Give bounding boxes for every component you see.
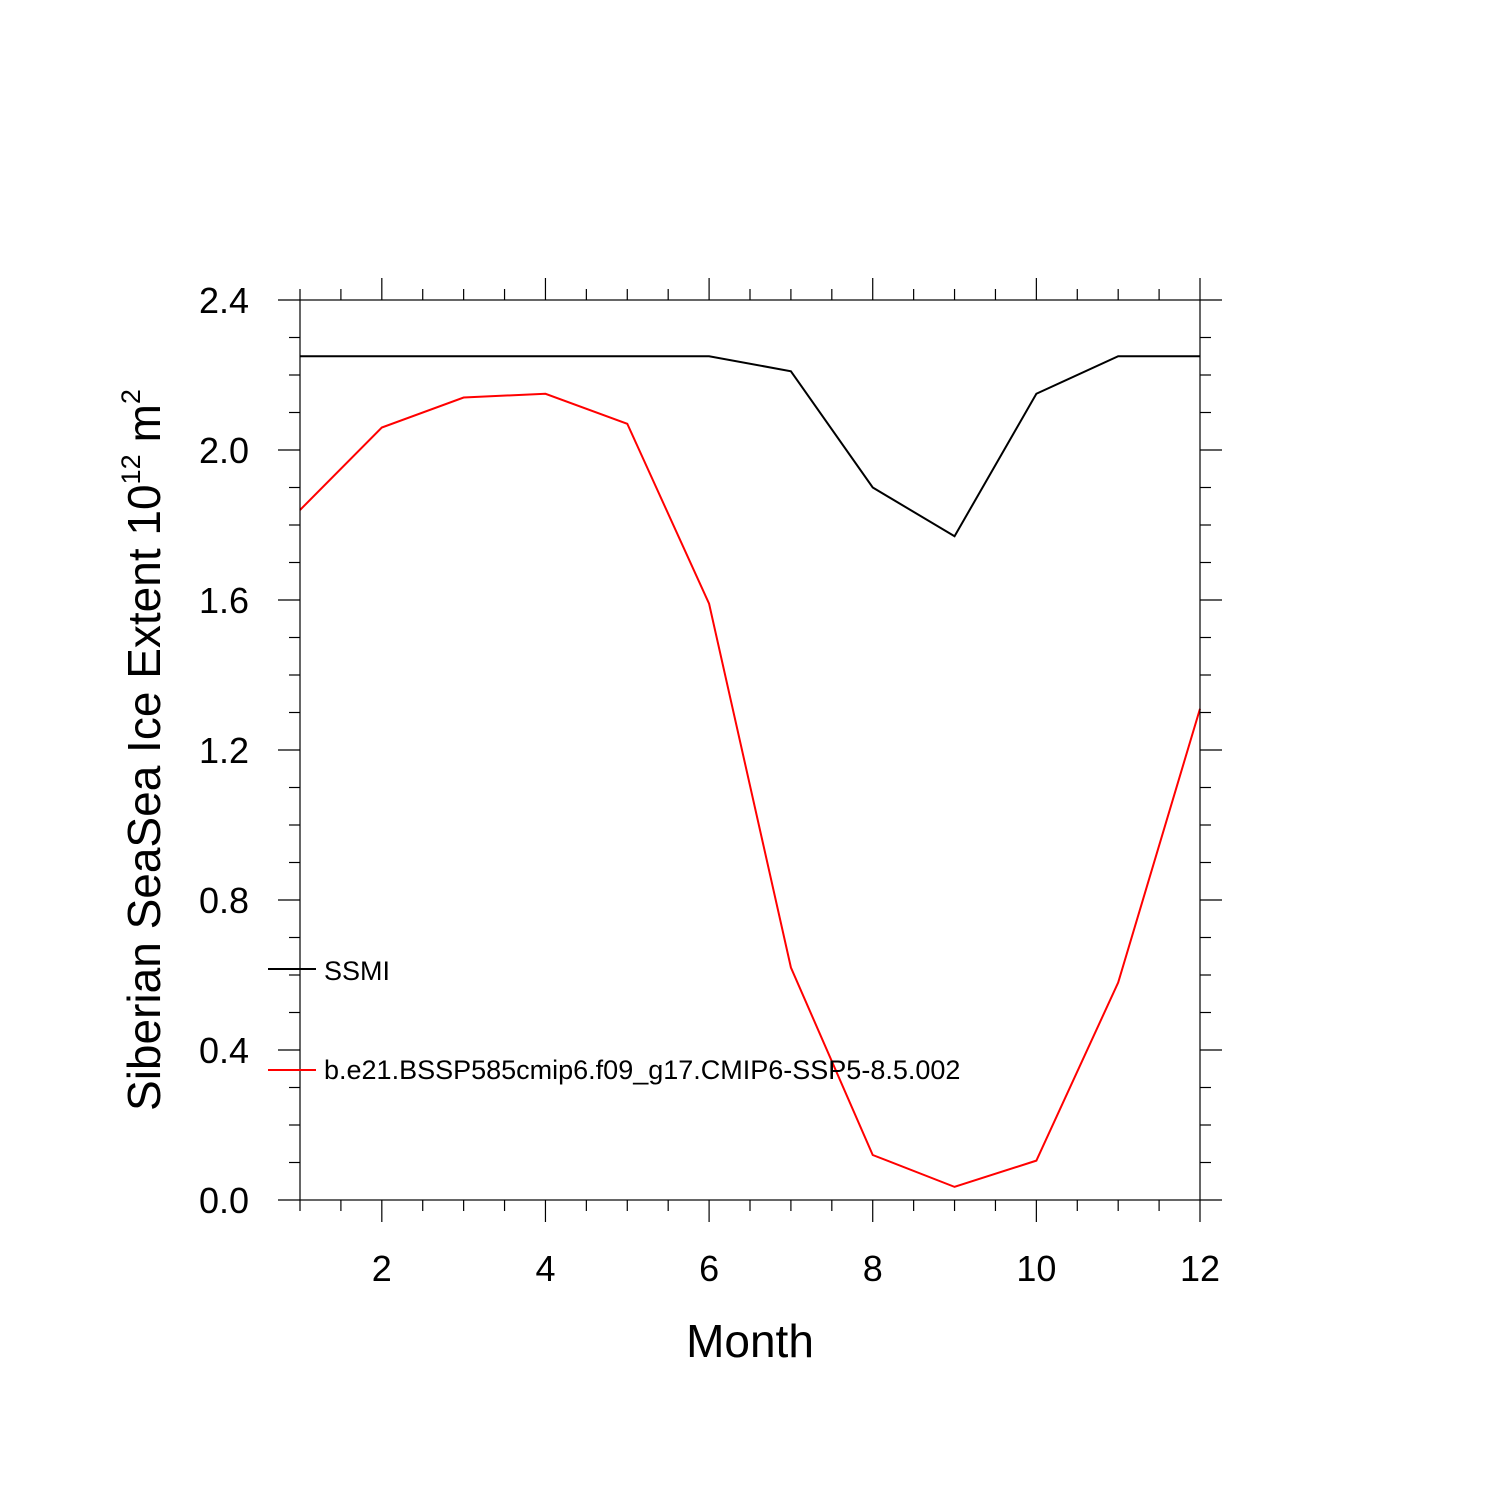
y-axis-title-exponent: 12 <box>116 454 146 484</box>
series-line-ssmi <box>300 355 1200 538</box>
y-tick-label: 1.6 <box>199 580 249 621</box>
legend-label-ssmi: SSMI <box>324 956 390 986</box>
x-axis-title: Month <box>686 1315 814 1367</box>
legend: SSMI b.e21.BSSP585cmip6.f09_g17.CMIP6-SS… <box>268 956 960 1085</box>
y-axis-title: Siberian SeaSea Ice Extent 1012 m2 <box>116 389 170 1111</box>
y-tick-label: 2.4 <box>199 280 249 321</box>
y-tick-label: 1.2 <box>199 730 249 771</box>
legend-label-model: b.e21.BSSP585cmip6.f09_g17.CMIP6-SSP5-8.… <box>324 1055 960 1085</box>
series-lines <box>299 355 1201 1188</box>
x-tick-label: 10 <box>1016 1248 1056 1289</box>
x-tick-label: 4 <box>535 1248 555 1289</box>
x-tick-label: 8 <box>863 1248 883 1289</box>
y-tick-label: 0.0 <box>199 1180 249 1221</box>
y-tick-label: 2.0 <box>199 430 249 471</box>
y-axis-title-unit-exponent: 2 <box>116 389 146 404</box>
y-tick-label: 0.8 <box>199 880 249 921</box>
x-tick-label: 2 <box>372 1248 392 1289</box>
tick-labels: 2 4 6 8 10 12 0.0 0.4 0.8 1.2 1.6 2.0 2.4 <box>199 280 1220 1289</box>
series-line-model <box>299 392 1201 1188</box>
tick-marks <box>278 278 1222 1222</box>
x-tick-label: 6 <box>699 1248 719 1289</box>
plot-frame <box>299 299 1201 1201</box>
y-axis-title-main: Siberian SeaSea Ice Extent 10 <box>118 484 170 1111</box>
y-axis-title-unit: m <box>118 404 170 442</box>
x-tick-label: 12 <box>1180 1248 1220 1289</box>
y-tick-label: 0.4 <box>199 1030 249 1071</box>
